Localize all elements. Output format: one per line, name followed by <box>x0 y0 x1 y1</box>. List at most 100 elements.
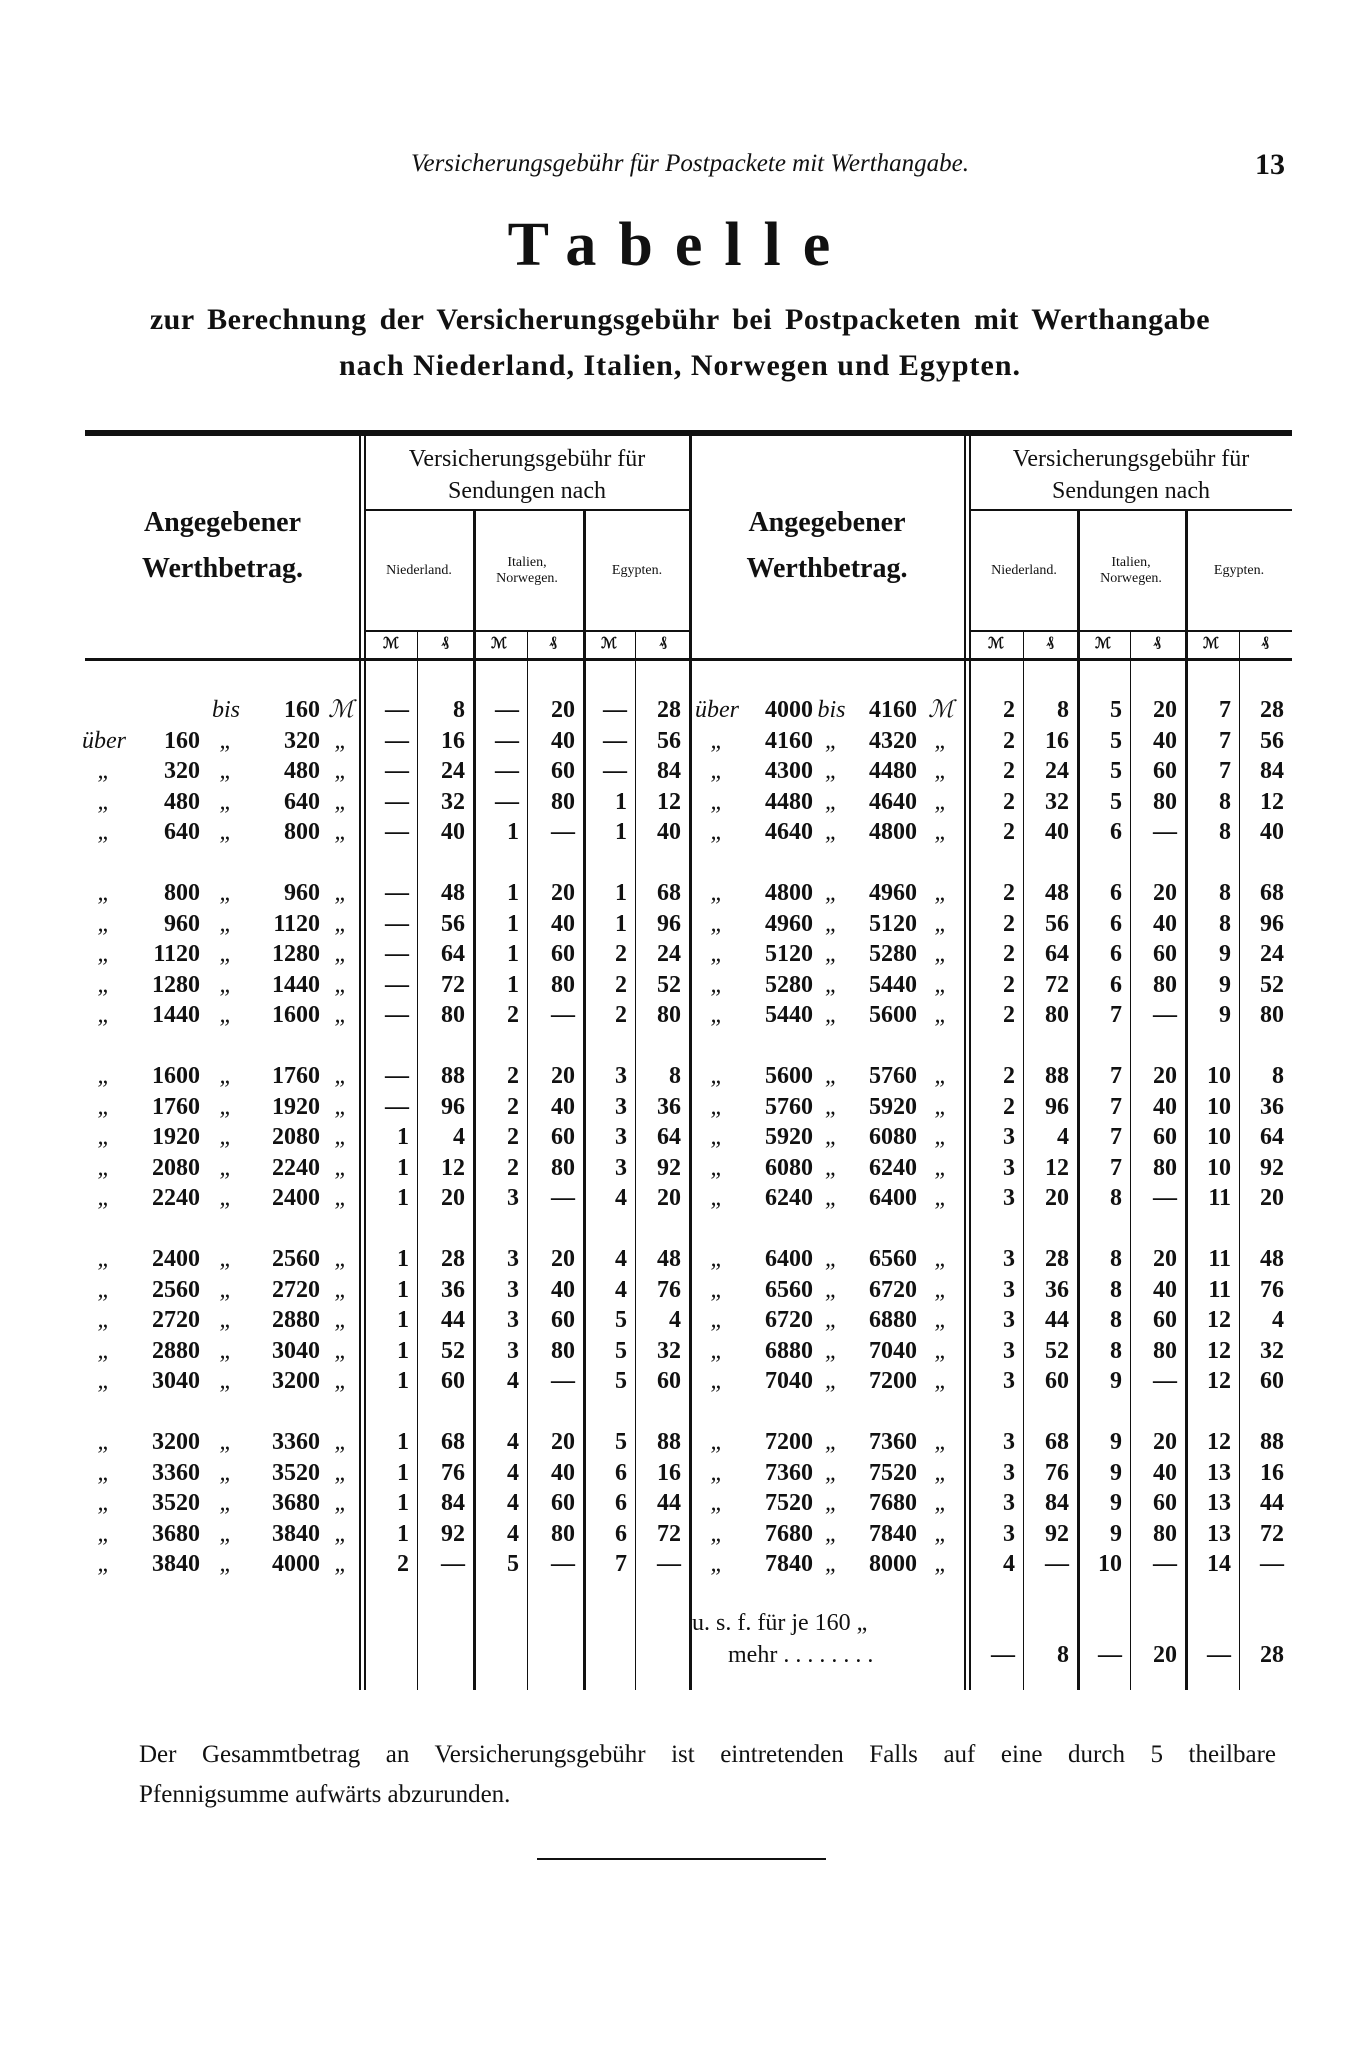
egypten-pfennig: 48 <box>657 1246 681 1272</box>
range-from: 7200 <box>765 1429 813 1455</box>
italien-pfennig: 40 <box>1153 1093 1177 1120</box>
italien-mark: 6 <box>1110 971 1122 998</box>
range-sep: „ <box>219 727 233 754</box>
range-sep: „ <box>219 1459 233 1486</box>
range-sep: „ <box>824 941 839 968</box>
egypten-pfennig: 80 <box>657 1002 681 1029</box>
egypten-pfennig: 56 <box>1260 727 1284 754</box>
range-sep: „ <box>824 1368 839 1395</box>
range-prefix: „ <box>97 1368 111 1395</box>
table-row: „ 3840 „ 4000 „ 2 — 5 — 7 — <box>0 1549 1360 1579</box>
egypten-mark: 5 <box>615 1307 627 1334</box>
niederland-pfennig: 80 <box>441 1002 465 1029</box>
range-from: 6560 <box>765 1276 813 1303</box>
niederland-mark: 3 <box>1003 1490 1015 1517</box>
subtitle-line-2: nach Niederland, Italien, Norwegen und E… <box>338 349 1022 382</box>
range-to: 2240 <box>272 1154 320 1181</box>
niederland-mark: 2 <box>1003 1063 1015 1089</box>
italien-mark: 9 <box>1110 1368 1122 1395</box>
range-prefix: „ <box>710 880 724 906</box>
subtitle-line-1: zur Berechnung der Versicherungsgebühr b… <box>149 303 1211 336</box>
egypten-mark: — <box>603 727 627 754</box>
range-sep: „ <box>824 1246 839 1272</box>
italien-mark: 5 <box>1110 727 1122 754</box>
range-to: 4640 <box>869 788 917 815</box>
range-sep: bis <box>817 697 846 723</box>
table-row: „ 5440 „ 5600 „ 2 80 7 — 9 80 <box>0 1000 1360 1030</box>
range-prefix: über <box>695 697 739 723</box>
range-sep: „ <box>824 727 839 754</box>
range-unit: „ <box>334 1124 348 1151</box>
extra-row-value: 8 <box>1057 1642 1069 1668</box>
range-unit: „ <box>934 788 948 815</box>
italien-pfennig: 80 <box>1153 1337 1177 1364</box>
range-prefix: „ <box>710 1307 724 1334</box>
range-sep: „ <box>824 1337 839 1364</box>
range-to: 4160 <box>869 697 917 723</box>
egypten-pfennig: 12 <box>657 788 681 815</box>
italien-mark: 5 <box>507 1551 519 1578</box>
table-row: „ 1920 „ 2080 „ 1 4 2 60 3 64 <box>0 1122 1360 1152</box>
range-to: 8000 <box>869 1551 917 1578</box>
egypten-pfennig: 44 <box>1260 1490 1284 1517</box>
italien-pfennig: — <box>551 1185 575 1212</box>
unit-rule-left <box>365 630 689 632</box>
egypten-mark: 8 <box>1219 819 1231 846</box>
egypten-mark: 7 <box>615 1551 627 1578</box>
fee-header: Sendungen nach <box>448 478 606 504</box>
niederland-pfennig: 92 <box>441 1520 465 1547</box>
mark-pfennig-rule <box>1130 632 1131 1690</box>
range-unit: „ <box>934 1520 948 1547</box>
egypten-mark: 4 <box>615 1276 627 1303</box>
italien-mark: 6 <box>1110 941 1122 968</box>
range-unit: „ <box>934 1307 948 1334</box>
italien-mark: 9 <box>1110 1520 1122 1547</box>
italien-mark: 9 <box>1110 1490 1122 1517</box>
page-title: Tabelle <box>507 211 853 279</box>
egypten-mark: 7 <box>1219 758 1231 785</box>
extra-row-label-1: u. s. f. für je 160 „ <box>692 1610 868 1636</box>
niederland-mark: 3 <box>1003 1185 1015 1212</box>
table-row: „ 6240 „ 6400 „ 3 20 8 — 11 20 <box>0 1183 1360 1213</box>
italien-mark: 9 <box>1110 1459 1122 1486</box>
niederland-mark: — <box>385 1002 409 1029</box>
range-sep: „ <box>219 819 233 846</box>
egypten-mark: 6 <box>615 1520 627 1547</box>
table-row: „ 5120 „ 5280 „ 2 64 6 60 9 24 <box>0 939 1360 969</box>
italien-mark: 1 <box>507 941 519 968</box>
footnote-line-1: Der Gesammtbetrag an Versicherungsgebühr… <box>139 1741 1276 1768</box>
range-sep: „ <box>824 1429 839 1455</box>
niederland-mark: 3 <box>1003 1429 1015 1455</box>
range-sep: „ <box>219 1337 233 1364</box>
range-prefix: „ <box>97 1124 111 1151</box>
range-sep: „ <box>219 1368 233 1395</box>
range-prefix: „ <box>710 758 724 785</box>
niederland-pfennig: — <box>441 1551 465 1578</box>
table-row: „ 4960 „ 5120 „ 2 56 6 40 8 96 <box>0 909 1360 939</box>
range-from: 800 <box>164 880 200 906</box>
table-row: „ 3040 „ 3200 „ 1 60 4 — 5 60 <box>0 1366 1360 1396</box>
niederland-mark: 2 <box>1003 758 1015 785</box>
italien-mark: 8 <box>1110 1276 1122 1303</box>
range-to: 960 <box>284 880 320 906</box>
range-prefix: „ <box>97 1551 111 1578</box>
range-unit: „ <box>334 1490 348 1517</box>
table-row: über 4000 bis 4160 ℳ 2 8 5 20 7 28 <box>0 695 1360 725</box>
extra-row-value: 28 <box>1260 1642 1284 1668</box>
range-from: 160 <box>164 727 200 754</box>
range-from: 4480 <box>765 788 813 815</box>
range-sep: „ <box>219 1002 233 1029</box>
italien-pfennig: 20 <box>551 1429 575 1455</box>
range-to: 3520 <box>272 1459 320 1486</box>
range-unit: „ <box>334 1246 348 1272</box>
range-unit: „ <box>934 1124 948 1151</box>
italien-pfennig: 20 <box>1153 880 1177 906</box>
egypten-mark: 1 <box>615 788 627 815</box>
range-prefix: „ <box>97 819 111 846</box>
niederland-pfennig: 68 <box>1045 1429 1069 1455</box>
egypten-pfennig: 36 <box>657 1093 681 1120</box>
unit-pfennig: ₰ <box>1153 634 1161 650</box>
niederland-mark: — <box>385 697 409 723</box>
niederland-pfennig: 60 <box>1045 1368 1069 1395</box>
range-from: 7520 <box>765 1490 813 1517</box>
